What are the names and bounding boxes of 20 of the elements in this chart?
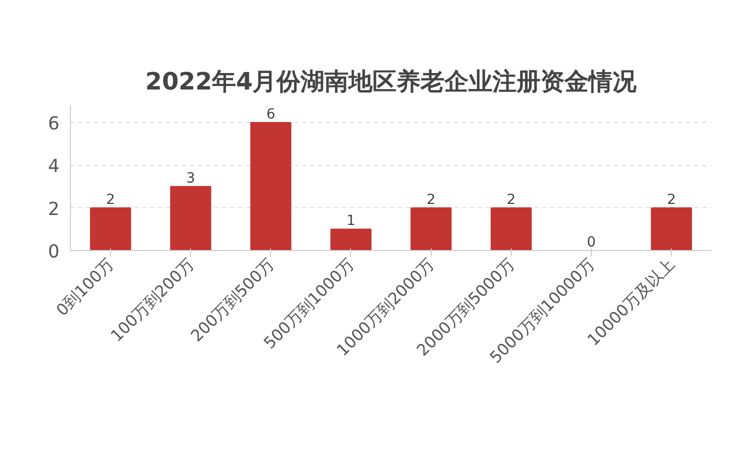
data-label: 1 — [346, 213, 356, 230]
data-label: 0 — [586, 234, 596, 250]
y-tick-label: 4 — [48, 156, 60, 178]
bar — [490, 207, 532, 250]
data-label: 2 — [506, 192, 516, 208]
chart-title: 2022年4月份湖南地区养老企业注册资金情况 — [145, 68, 638, 96]
data-label: 2 — [426, 192, 436, 208]
y-tick-label: 6 — [48, 114, 60, 135]
bar — [170, 186, 212, 250]
bar — [90, 207, 132, 250]
bar — [650, 207, 692, 250]
data-label: 3 — [186, 170, 196, 187]
y-tick-label: 2 — [48, 198, 60, 220]
data-label: 6 — [266, 106, 276, 123]
bar — [250, 122, 292, 250]
data-label: 2 — [106, 192, 116, 208]
bar — [410, 207, 452, 250]
y-tick-label: 0 — [48, 242, 60, 262]
data-label: 2 — [666, 192, 676, 208]
bar — [330, 228, 372, 250]
